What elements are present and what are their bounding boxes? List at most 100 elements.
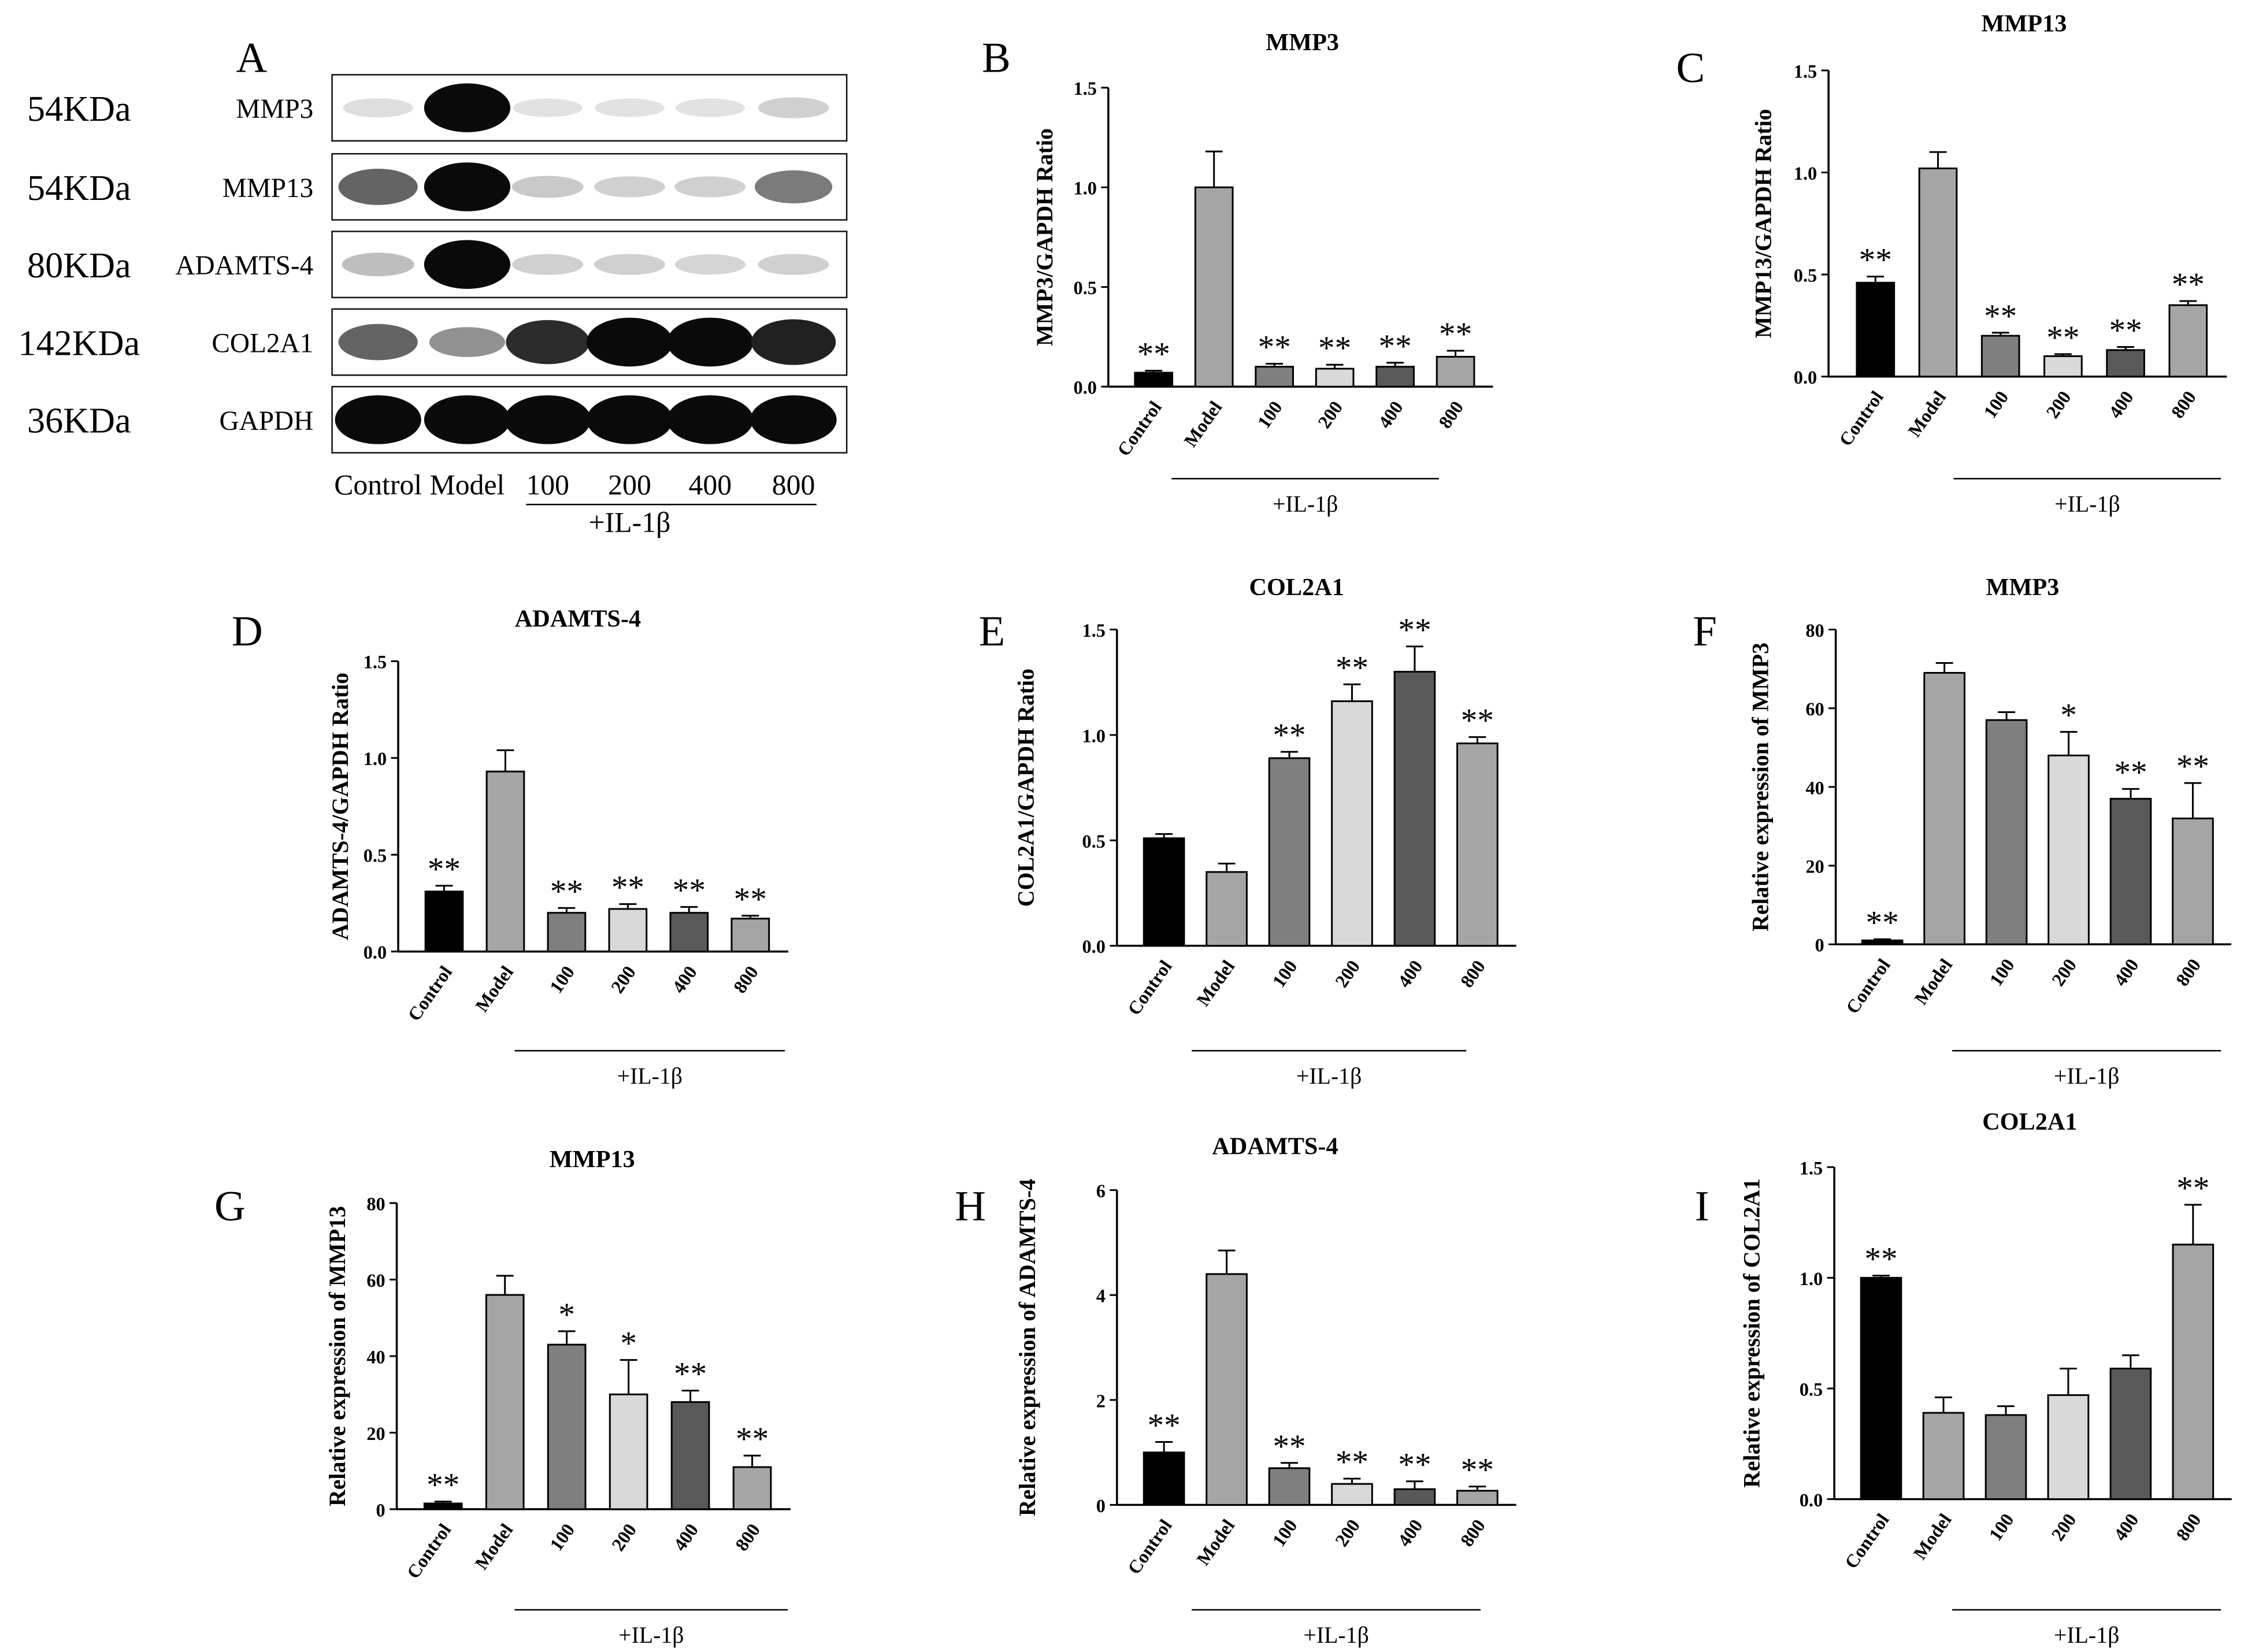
significance-marker: ** <box>611 870 644 906</box>
y-tick-label: 1.0 <box>1082 725 1105 746</box>
significance-marker: * <box>2060 697 2077 734</box>
x-tick-label: 100 <box>1268 956 1301 991</box>
bar-model <box>1918 167 1958 378</box>
bar-800 <box>1456 743 1499 947</box>
significance-marker: ** <box>1336 649 1368 686</box>
y-tick-label: 0.5 <box>1074 277 1097 298</box>
y-tick-label: 0.0 <box>1800 1490 1823 1510</box>
blot-band <box>758 97 829 118</box>
blot-kda-label: 80KDa <box>27 246 131 285</box>
y-tick-label: 0.5 <box>364 845 387 866</box>
x-tick-label: 800 <box>729 962 762 997</box>
bar-model <box>485 770 525 953</box>
chart-title: MMP3 <box>1266 29 1339 56</box>
significance-marker: ** <box>1866 904 1899 941</box>
panel-b: B MMP3 MMP3/GAPDH Ratio 0.0 0.5 1.0 1.5 ** Contr… <box>982 29 1493 517</box>
bar-model <box>1206 1273 1248 1506</box>
significance-marker: ** <box>673 873 706 909</box>
significance-marker: ** <box>426 1467 459 1503</box>
significance-marker: ** <box>2046 320 2079 356</box>
blot-lane-label: 200 <box>608 469 651 501</box>
significance-marker: ** <box>428 851 461 888</box>
blot-lane-label: 400 <box>689 469 732 501</box>
blot-band <box>343 98 413 118</box>
y-axis-label: ADAMTS-4/GAPDH Ratio <box>328 673 353 940</box>
x-tick-label: 200 <box>1314 397 1347 432</box>
bar-control <box>1860 1276 1902 1500</box>
x-tick-label: Control <box>403 962 456 1024</box>
bar-200 <box>1331 700 1373 947</box>
blot-lane-label: 800 <box>772 469 815 501</box>
y-tick-label: 1.0 <box>1800 1268 1823 1289</box>
group-label: +IL-1β <box>2054 492 2120 517</box>
y-axis-label: MMP13/GAPDH Ratio <box>1751 109 1776 338</box>
bar-400 <box>2109 797 2152 945</box>
x-tick-label: 100 <box>1979 387 2012 422</box>
significance-marker: ** <box>734 881 767 918</box>
bar-400 <box>670 1401 710 1510</box>
blot-band <box>594 254 666 275</box>
significance-marker: ** <box>1984 298 2017 335</box>
bar-model <box>1206 871 1248 947</box>
blot-lane-label: Control <box>334 469 422 501</box>
bar-800 <box>732 1466 772 1510</box>
chart-title: COL2A1 <box>1249 574 1344 601</box>
blot-band <box>675 98 745 117</box>
bar-model <box>1922 1412 1965 1500</box>
blot-band <box>674 254 746 275</box>
chart-title: ADAMTS-4 <box>515 606 641 633</box>
significance-marker: ** <box>1461 703 1494 739</box>
bar-control <box>1143 1451 1185 1506</box>
y-tick-label: 1.5 <box>1800 1157 1823 1178</box>
panel-label: B <box>982 34 1011 81</box>
blot-kda-label: 54KDa <box>27 90 131 129</box>
y-tick-label: 1.0 <box>364 748 387 769</box>
significance-marker: ** <box>1273 717 1305 753</box>
x-tick-label: 400 <box>669 1520 702 1554</box>
blot-protein-label: COL2A1 <box>212 328 313 358</box>
y-tick-label: 20 <box>1805 856 1824 877</box>
bar-200 <box>2048 754 2090 945</box>
chart-title: COL2A1 <box>1982 1108 2077 1135</box>
x-tick-label: Model <box>1180 397 1226 451</box>
y-tick-label: 0.0 <box>1794 367 1817 388</box>
y-tick-label: 60 <box>1805 699 1824 719</box>
group-label: +IL-1β <box>1303 1623 1368 1648</box>
blot-band <box>758 254 829 275</box>
blot-band <box>424 83 511 132</box>
y-tick-label: 0 <box>376 1499 385 1520</box>
y-tick-label: 0 <box>1096 1495 1106 1516</box>
panel-label: I <box>1695 1183 1709 1230</box>
y-tick-label: 80 <box>1805 620 1824 641</box>
blot-band <box>424 162 511 211</box>
panel-g: G MMP13 Relative expression of MMP13 0 20 40 6… <box>214 1146 791 1648</box>
bar-800 <box>2168 304 2208 378</box>
blot-band <box>505 395 591 444</box>
group-label: +IL-1β <box>618 1623 684 1648</box>
x-tick-label: 100 <box>1268 1516 1301 1550</box>
blot-band <box>586 395 673 444</box>
x-tick-label: Control <box>1123 1516 1176 1578</box>
significance-marker: ** <box>1273 1428 1305 1465</box>
significance-marker: ** <box>1137 336 1170 373</box>
significance-marker: ** <box>1148 1408 1181 1444</box>
group-label: +IL-1β <box>1296 1064 1362 1089</box>
chart-title: MMP3 <box>1986 574 2060 601</box>
x-tick-label: 200 <box>2048 955 2080 989</box>
bar-100 <box>1985 719 2028 945</box>
panel-h: H ADAMTS-4 Relative expression of ADAMTS-4… <box>955 1133 1516 1648</box>
x-tick-label: Control <box>1113 397 1166 459</box>
x-tick-label: 100 <box>1985 1510 2017 1545</box>
x-tick-label: 100 <box>546 1520 578 1554</box>
y-tick-label: 40 <box>1805 777 1824 798</box>
blot-band <box>513 98 583 117</box>
chart-title: MMP13 <box>550 1146 635 1173</box>
y-axis-label: Relative expression of MMP13 <box>325 1206 350 1506</box>
y-tick-label: 60 <box>366 1270 385 1291</box>
bar-400 <box>1393 1488 1436 1506</box>
x-tick-label: Model <box>1192 956 1238 1010</box>
bar-200 <box>2047 1394 2090 1500</box>
bar-100 <box>1980 335 2020 378</box>
x-tick-label: Control <box>1835 387 1887 450</box>
